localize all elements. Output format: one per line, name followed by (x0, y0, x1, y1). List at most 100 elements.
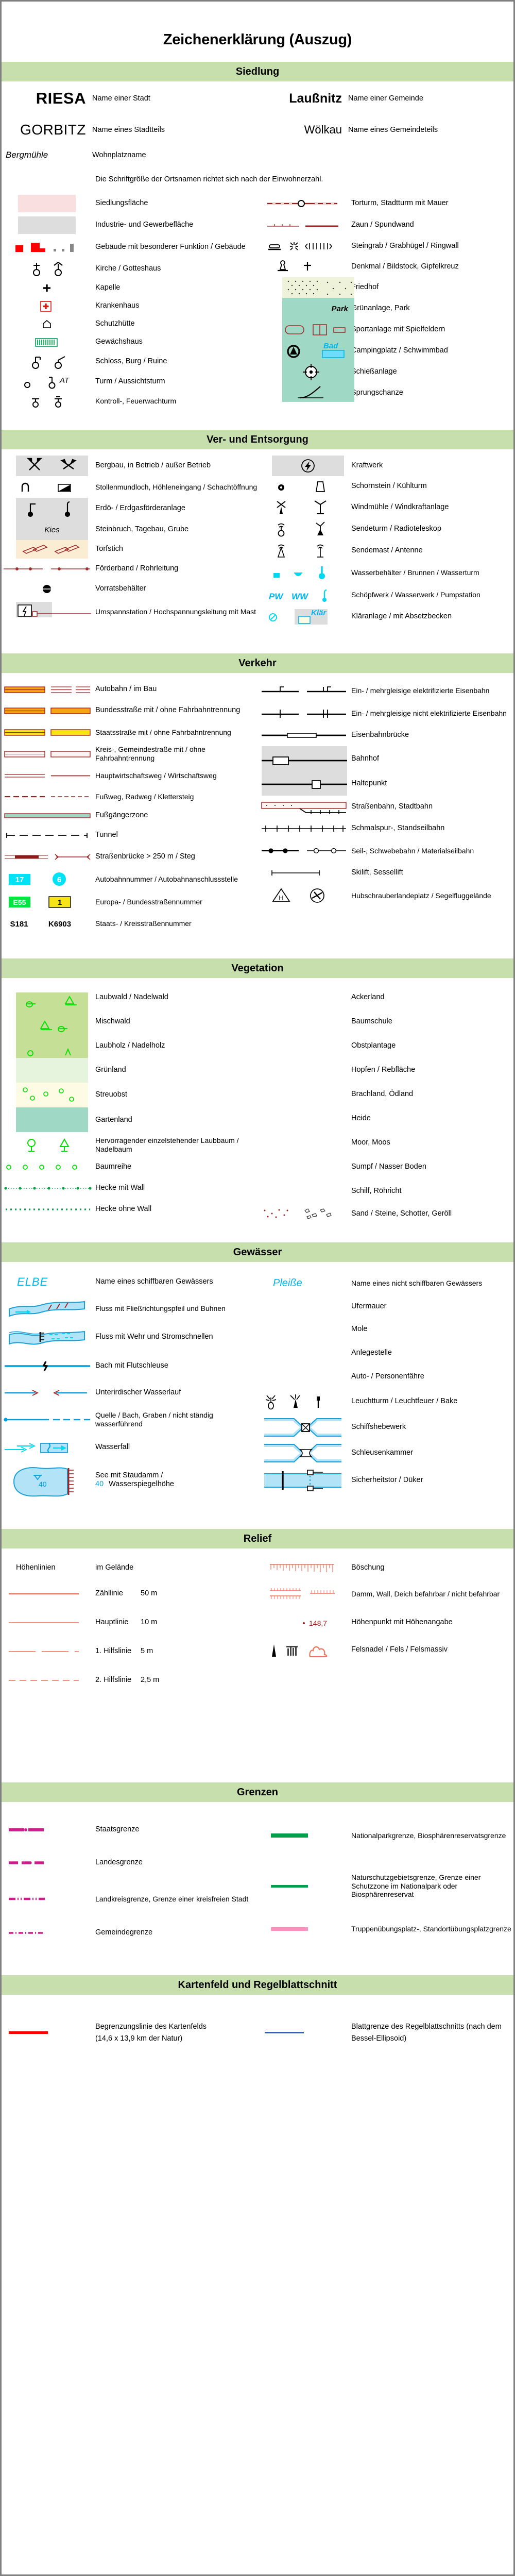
versorgung-right-column: Kraftwerk Schornstein / Kühlturm (258, 456, 513, 628)
transformer-powerline-icon (18, 604, 91, 617)
legend-row: Skilift, Sessellift (258, 863, 513, 883)
swatch-industrieflaeche (18, 216, 76, 234)
ww-label: WW (291, 592, 309, 601)
legend-label: Torturm, Stadtturm mit Mauer (351, 199, 449, 208)
chapel-icon (43, 284, 50, 292)
legend-row: Obstplantage (258, 1034, 513, 1058)
legend-label: Begrenzungslinie des Kartenfelds (14,6 x… (95, 2022, 207, 2043)
legend-label: Nationalparkgrenze, Biosphärenreservatsg… (351, 1831, 506, 1840)
legend-value: 50 m (141, 1589, 158, 1598)
section-siedlung: Siedlung RIESA Name einer Stadt Laußnitz… (2, 62, 513, 410)
legend-label: Erdö- / Erdgasförderanlage (95, 504, 185, 513)
legend-row: Bergbau, in Betrieb / außer Betrieb (2, 456, 258, 476)
legend-row: Naturschutzgebietsgrenze, Grenze einer S… (258, 1858, 513, 1914)
camping-pool-icon: Bad (287, 342, 345, 358)
section-heading-vegetation: Vegetation (2, 958, 513, 978)
anschluss-number: 6 (57, 875, 61, 884)
railway-station-icon (262, 756, 347, 765)
legend-label: Hauptwirtschaftsweg / Wirtschaftsweg (95, 771, 217, 780)
sample-riesa: RIESA (36, 89, 86, 107)
cablecar-icon (262, 848, 346, 854)
legend-row: Park Grünanlage, Park (258, 298, 513, 319)
autobahn-icon (4, 686, 90, 693)
legend-label: Moor, Moos (351, 1138, 390, 1147)
hedge-without-wall-icon (6, 1208, 90, 1210)
legend-row: Nationalparkgrenze, Biosphärenreservatsg… (258, 1813, 513, 1858)
military-area-border-icon (271, 1927, 308, 1931)
legend-row: Schmalspur-, Standseilbahn (258, 818, 513, 839)
legend-label: Laubholz / Nadelholz (95, 1041, 165, 1050)
legend-row: Gemeindegrenze (2, 1918, 258, 1947)
legend-label: Hecke ohne Wall (95, 1205, 152, 1214)
vegetation-left-column: Laubwald / Nadelwald Mischwald Laubholz … (2, 985, 258, 1225)
sheet-border-icon (265, 2032, 304, 2033)
oil-gas-icon (27, 501, 71, 517)
legend-row: Sumpf / Nasser Boden (258, 1155, 513, 1179)
legend-row: Krankenhaus (2, 297, 258, 315)
legend-label: See mit Staudamm / (95, 1471, 163, 1479)
legend-label: Baumschule (351, 1017, 392, 1025)
legend-label: Zaun / Spundwand (351, 221, 414, 229)
legend-row: Fluss mit Fließrichtungspfeil und Buhnen (2, 1294, 258, 1323)
legend-label: Fluss mit Wehr und Stromschnellen (95, 1333, 213, 1341)
legend-label: Kreis-, Gemeindestraße mit / ohne Fahrba… (95, 745, 205, 762)
legend-label: Straßenbahn, Stadtbahn (351, 802, 433, 811)
legend-row: Pleiße Name eines nicht schiffbaren Gewä… (258, 1270, 513, 1296)
legend-label: Sendemast / Antenne (351, 546, 423, 555)
legend-label: Bahnhof (351, 754, 380, 763)
legend-label: Unterirdischer Wasserlauf (95, 1388, 181, 1397)
narrowgauge-funicular-icon (262, 826, 346, 832)
pumpstation-waterworks-icon: PW WW (269, 589, 327, 602)
legend-label: Hubschrauberlandeplatz / Segelfluggeländ… (351, 891, 491, 900)
legend-label: Truppenübungsplatz-, Standortübungsplatz… (351, 1924, 511, 1933)
legend-row: Tunnel (2, 824, 258, 846)
legend-row: Staatsstraße mit / ohne Fahrbahntrennung (2, 721, 258, 743)
grenzen-left-column: Staatsgrenze Landesgrenze Landkreisgrenz… (2, 1813, 258, 1947)
sewage-plant-icon: Klär (269, 609, 328, 625)
windmill-turbine-icon (277, 500, 327, 514)
sample-bergmuehle: Bergmühle (6, 150, 48, 160)
legend-row: Hopfen / Rebfläche (258, 1058, 513, 1082)
bridge-footbridge-icon (5, 854, 91, 860)
legend-row: Gartenland (2, 1107, 258, 1133)
legend-label: Denkmal / Bildstock, Gipfelkreuz (351, 262, 459, 271)
legend-label: Zähllinie (95, 1589, 123, 1598)
bundesstrasse-icon (4, 708, 91, 714)
legend-row: Anlegestelle (258, 1341, 513, 1365)
legend-row: 148,7 Höhenpunkt mit Höhenangabe (258, 1608, 513, 1637)
legend-label: Damm, Wall, Deich befahrbar / nicht befa… (351, 1589, 500, 1598)
legend-label: Anlegestelle (351, 1349, 392, 1357)
legend-row: Autobahn / im Bau (2, 679, 258, 700)
legend-label: Gewächshaus (95, 338, 143, 346)
legend-label: Gemeindegrenze (95, 1928, 153, 1937)
legend-label: Bach mit Flutschleuse (95, 1361, 168, 1370)
legend-row: Quelle / Bach, Graben / nicht ständig wa… (2, 1405, 258, 1434)
legend-row: Sicherheitstor / Düker (258, 1466, 513, 1495)
legend-label: Sendeturm / Radioteleskop (351, 525, 441, 533)
watchtower-icon (32, 396, 62, 408)
contour-aux1-icon (9, 1651, 79, 1652)
bundes-number: 1 (58, 898, 62, 907)
staats-number: S181 (10, 920, 28, 929)
legend-label: Höhenpunkt mit Höhenangabe (351, 1618, 453, 1627)
section-relief: Relief Höhenlinien im Gelände Zähllinie … (2, 1529, 513, 1695)
legend-label: Kirche / Gotteshaus (95, 264, 161, 273)
underground-watercourse-icon (5, 1390, 87, 1396)
legend-label: Blattgrenze des Regelblattschnitts (nach… (351, 2022, 502, 2043)
water-level-label: 40 (39, 1480, 47, 1488)
grave-mound-ringwall-icon (268, 242, 333, 250)
legend-page: Zeichenerklärung (Auszug) Siedlung RIESA… (2, 2, 513, 2053)
legend-row: Steingrab / Grabhügel / Ringwall (258, 236, 513, 257)
legend-label: Hervorragender einzelstehender Laubbaum … (95, 1136, 239, 1153)
legend-row: Damm, Wall, Deich befahrbar / nicht befa… (258, 1579, 513, 1608)
kartenfeld-right-column: Blattgrenze des Regelblattschnitts (nach… (258, 2012, 513, 2053)
nature-reserve-border-icon (271, 1885, 308, 1888)
legend-row: Brachland, Ödland (258, 1082, 513, 1106)
legend-row: Torfstich (2, 540, 258, 559)
contour-counting-icon (9, 1593, 79, 1595)
swatch-gruenland (16, 1058, 88, 1083)
legend-label: Schloss, Burg / Ruine (95, 357, 167, 366)
legend-row: Bad Campingplatz / Schwimmbad (258, 340, 513, 362)
legend-row: ELBE Name eines schiffbaren Gewässers (2, 1270, 258, 1294)
legend-row: Zähllinie 50 m (2, 1579, 258, 1608)
